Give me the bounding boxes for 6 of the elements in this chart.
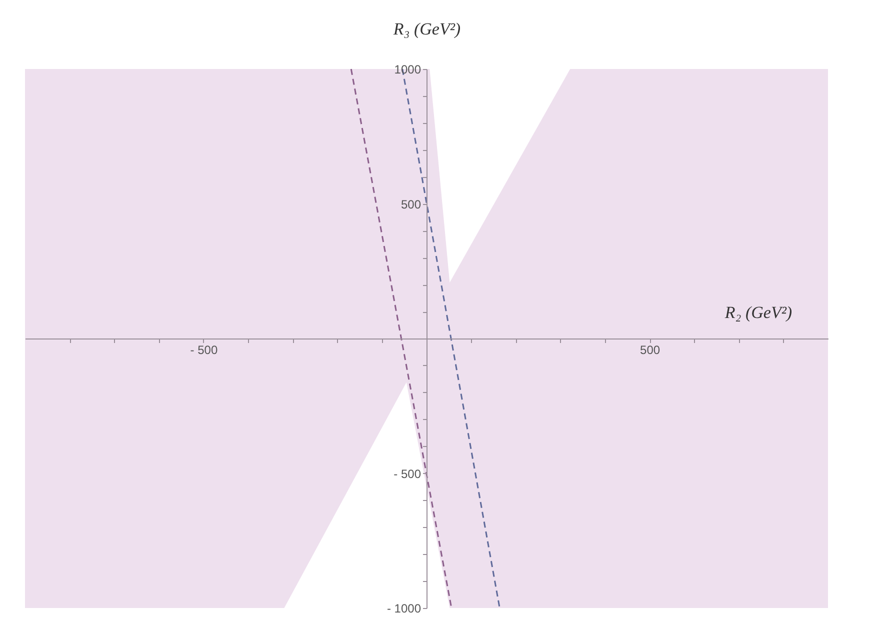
y-axis-title: R₃ (GeV²): [392, 20, 461, 38]
y-tick-label: - 500: [394, 466, 422, 481]
y-tick-label: 500: [400, 197, 422, 212]
y-tick-label: - 1000: [386, 602, 422, 616]
y-tick-label: 1000: [394, 62, 422, 76]
x-axis-title: R₂ (GeV²): [724, 303, 792, 322]
